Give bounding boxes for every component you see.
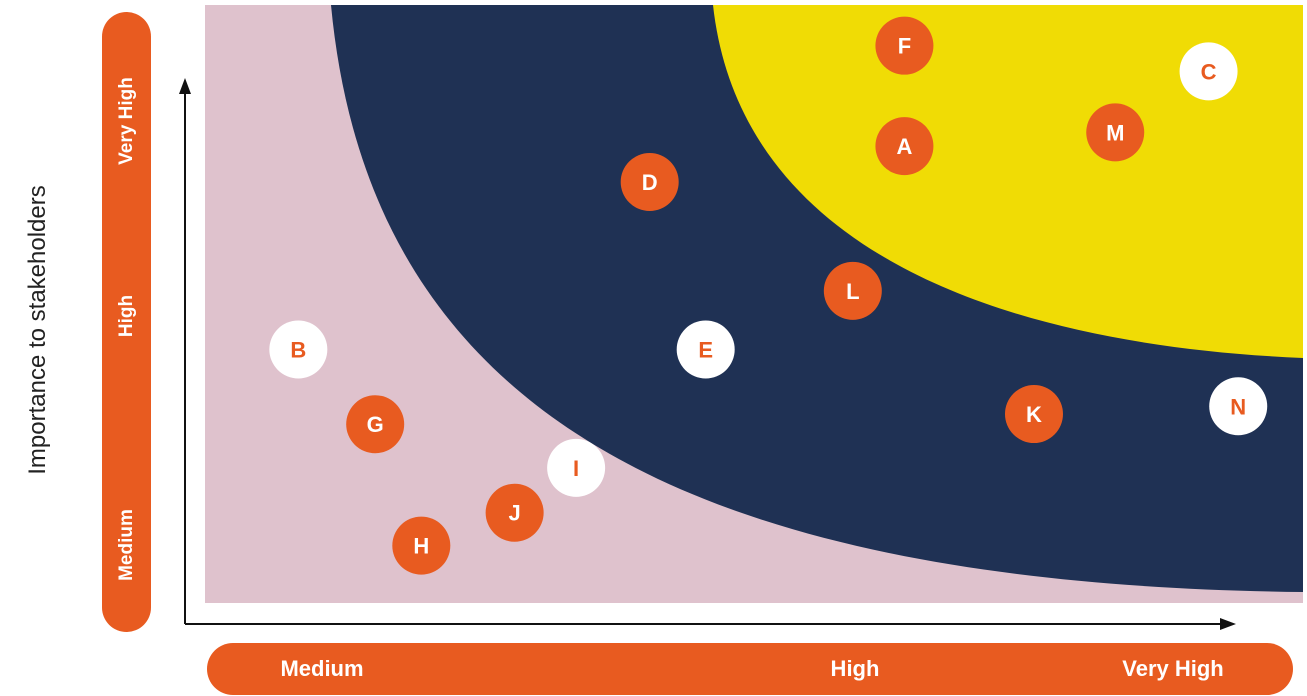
point-marker-m — [1086, 103, 1145, 162]
point-label-d: D — [642, 170, 658, 195]
point-label-j: J — [509, 501, 521, 526]
point-marker-e — [676, 320, 735, 379]
axes — [179, 78, 1236, 630]
point-marker-g — [346, 395, 405, 454]
point-marker-n — [1209, 377, 1268, 436]
x-tick-label-high: High — [830, 656, 880, 681]
point-marker-b — [269, 320, 328, 379]
point-label-f: F — [898, 34, 911, 59]
point-label-c: C — [1201, 59, 1217, 84]
y-axis-title: Importance to stakeholders — [24, 185, 51, 475]
point-marker-a — [875, 117, 934, 176]
point-label-h: H — [413, 534, 429, 559]
x-tick-label-medium: Medium — [280, 656, 364, 681]
x-axis-arrowhead — [1220, 618, 1236, 630]
point-marker-c — [1179, 42, 1238, 101]
point-marker-d — [620, 153, 679, 212]
point-label-m: M — [1106, 120, 1124, 145]
point-label-g: G — [367, 412, 384, 437]
point-label-l: L — [846, 279, 859, 304]
x-tick-label-very-high: Very High — [1122, 656, 1224, 681]
point-label-b: B — [290, 337, 306, 362]
zone-high — [713, 5, 1303, 358]
point-marker-j — [485, 483, 544, 542]
y-tick-label-high: High — [116, 294, 137, 338]
point-marker-h — [392, 516, 451, 575]
y-axis-arrowhead — [179, 78, 191, 94]
y-tick-label-very-high: Very High — [116, 77, 137, 165]
point-label-k: K — [1026, 402, 1042, 427]
x-axis-scale-bar — [207, 643, 1293, 695]
point-label-a: A — [896, 134, 912, 159]
point-label-e: E — [698, 337, 713, 362]
point-label-i: I — [573, 456, 579, 481]
point-marker-i — [547, 438, 606, 497]
point-marker-k — [1004, 385, 1063, 444]
data-points: F C A M D L B E G K N I J H — [269, 16, 1268, 575]
y-axis-scale-bar — [102, 12, 151, 632]
point-label-n: N — [1230, 394, 1246, 419]
point-marker-l — [823, 261, 882, 320]
y-tick-label-medium: Medium — [116, 509, 137, 581]
point-marker-f — [875, 16, 934, 75]
